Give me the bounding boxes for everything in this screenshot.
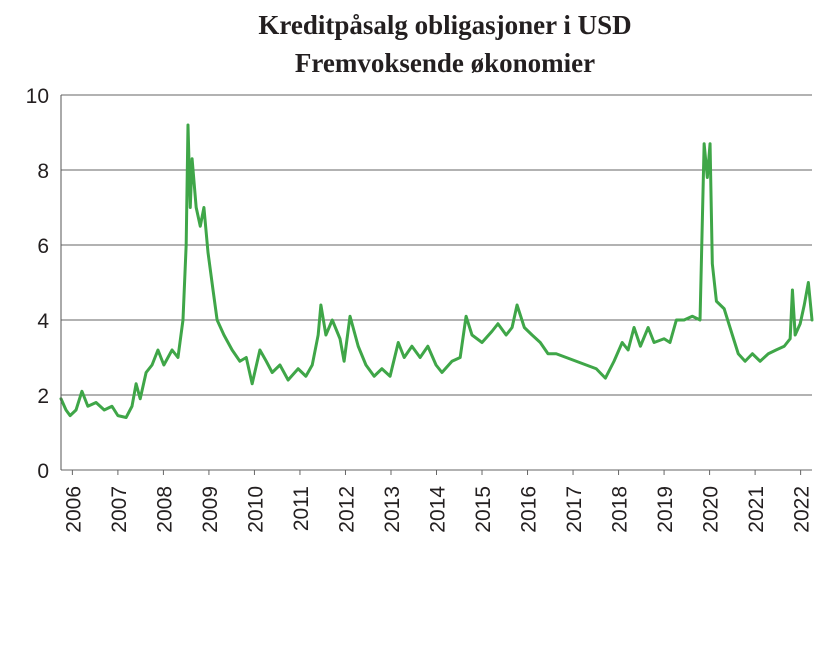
x-tick-label: 2014	[427, 486, 450, 533]
x-tick-label: 2012	[335, 486, 358, 533]
grid: 0 2 4 6 8 10 2006 2007 2008 2009 2010 2011 2012 2013 2…	[26, 85, 814, 533]
y-tick-label: 2	[37, 385, 49, 408]
x-tick-label: 2015	[472, 486, 495, 533]
x-tick-label: 2006	[62, 486, 85, 533]
data-line	[59, 123, 814, 419]
x-tick-label: 2017	[563, 486, 586, 533]
x-tick-label: 2010	[244, 486, 267, 533]
x-tick-label: 2011	[290, 486, 313, 531]
plot-area	[59, 123, 814, 419]
x-tick-label: 2013	[381, 486, 404, 533]
chart-title: Kreditpåsalg obligasjoner i USD	[258, 10, 631, 40]
y-tick-label: 10	[26, 85, 49, 108]
y-tick-label: 0	[37, 460, 49, 483]
x-tick-label: 2007	[108, 486, 131, 533]
x-tick-label: 2019	[654, 486, 677, 533]
x-tick-label: 2020	[700, 486, 723, 533]
y-tick-label: 4	[37, 310, 49, 333]
x-tick-label: 2022	[791, 486, 814, 533]
x-tick-label: 2018	[609, 486, 632, 533]
chart-subtitle: Fremvoksende økonomier	[295, 48, 595, 78]
x-tick-label: 2009	[199, 486, 222, 533]
y-tick-label: 6	[37, 235, 49, 258]
x-tick-label: 2008	[153, 486, 176, 533]
y-tick-label: 8	[37, 160, 49, 183]
x-tick-label: 2021	[745, 486, 768, 533]
x-tick-label: 2016	[518, 486, 541, 533]
